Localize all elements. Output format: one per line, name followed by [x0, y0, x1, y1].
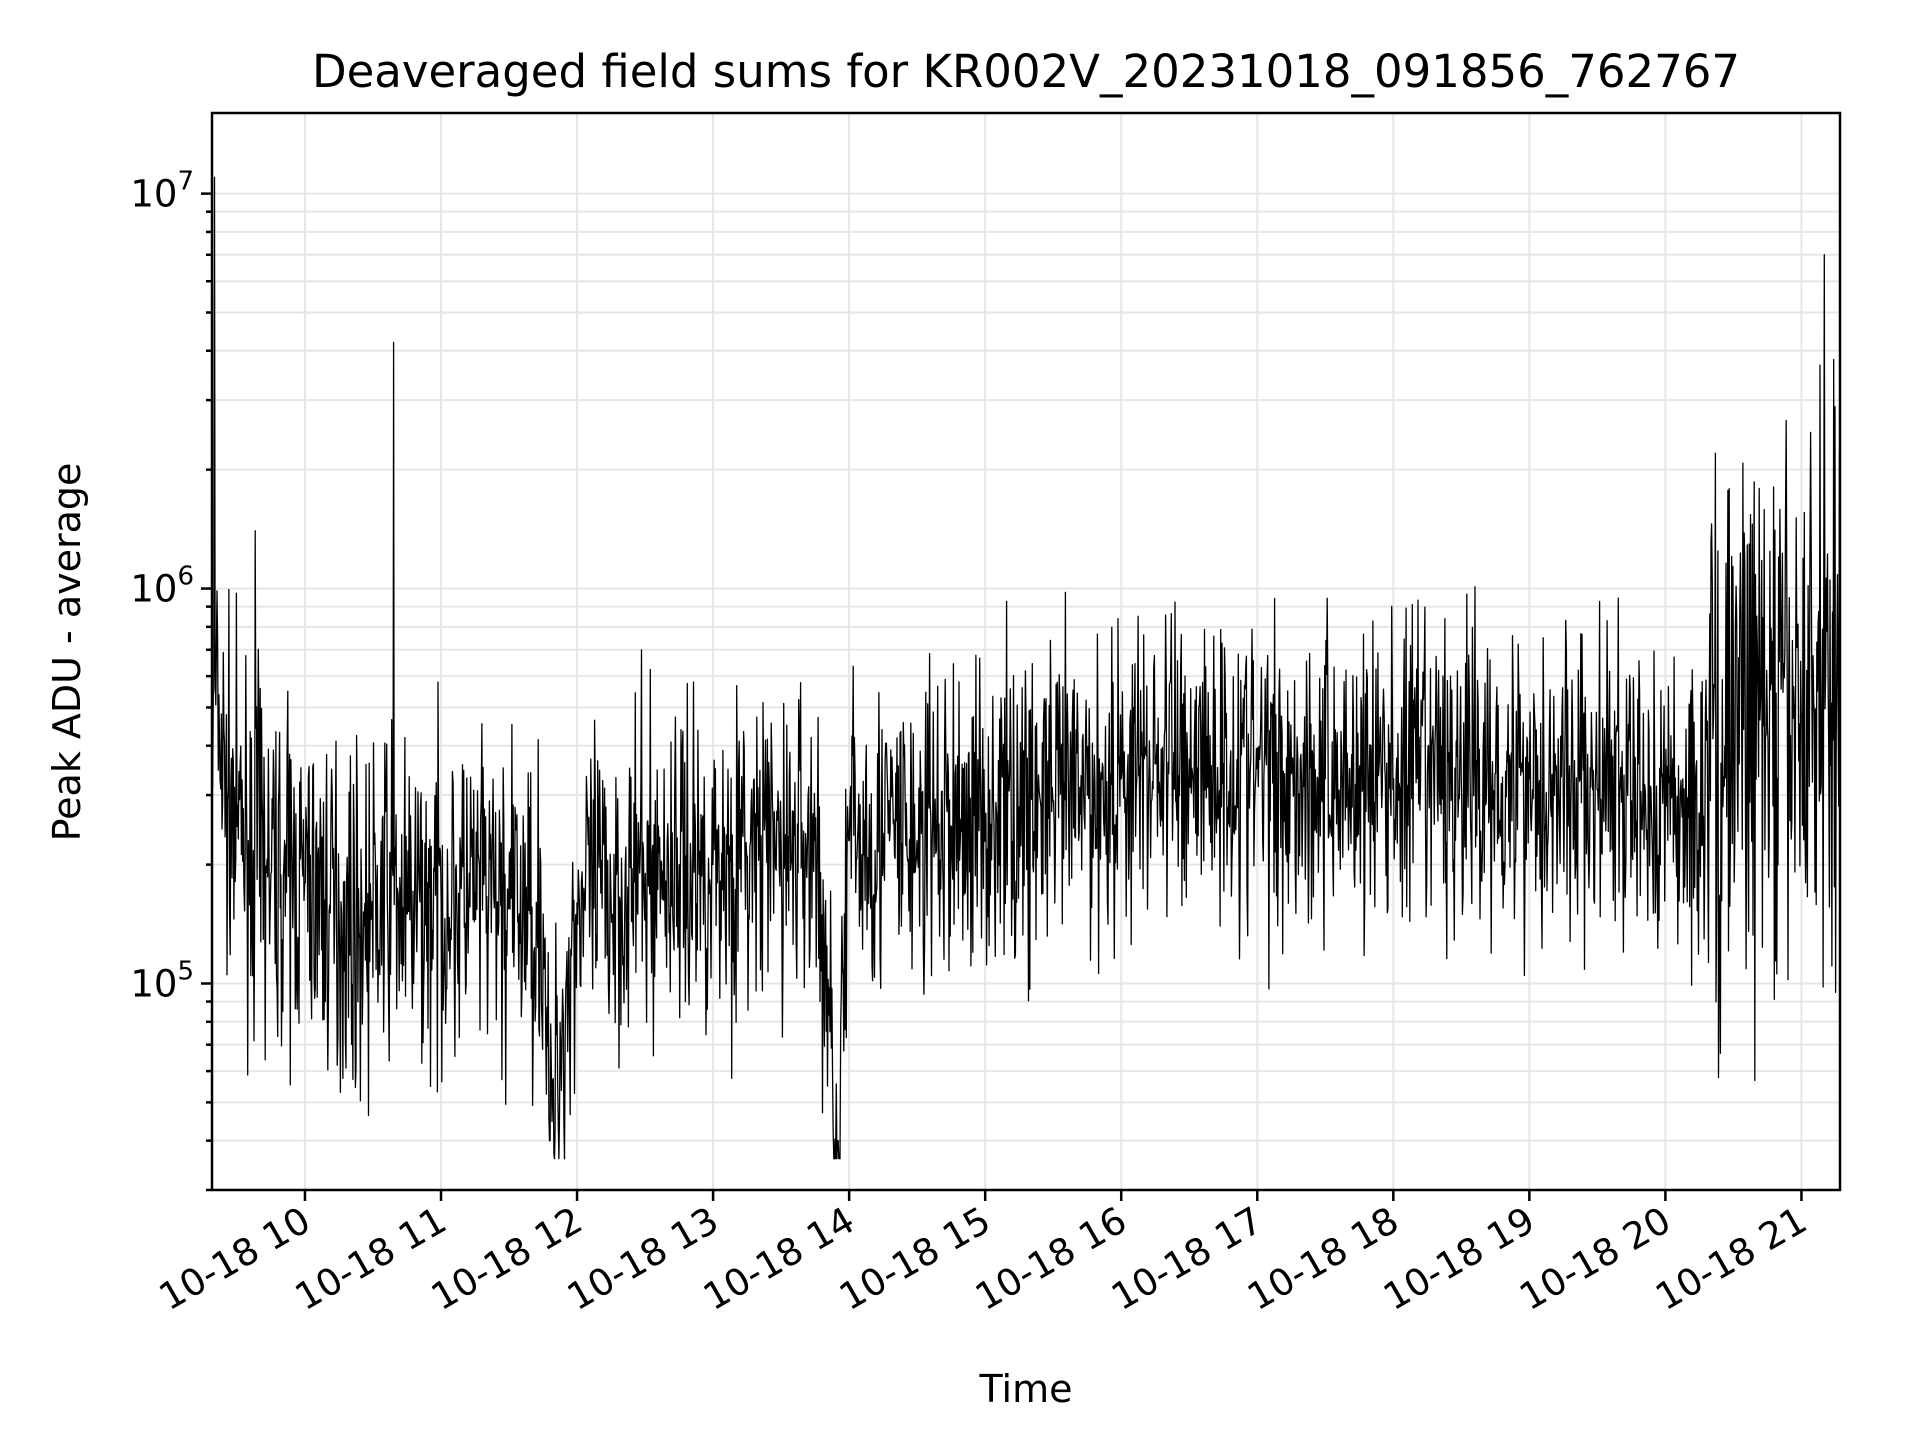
series-layer: [211, 176, 1841, 1160]
y-tick-label: 106: [130, 562, 194, 611]
y-axis-label: Peak ADU - average: [45, 463, 89, 842]
plot-frame: [210, 111, 1842, 1192]
y-tick-label: 105: [130, 956, 194, 1005]
axis-ticks: [201, 192, 1803, 1201]
y-tick-label: 107: [130, 167, 194, 216]
y-tick-labels: 105 106 107: [130, 167, 194, 1006]
x-axis-label: Time: [979, 1367, 1073, 1411]
series-line: [211, 176, 1841, 1160]
chart-title: Deaveraged field sums for KR002V_2023101…: [312, 45, 1740, 98]
